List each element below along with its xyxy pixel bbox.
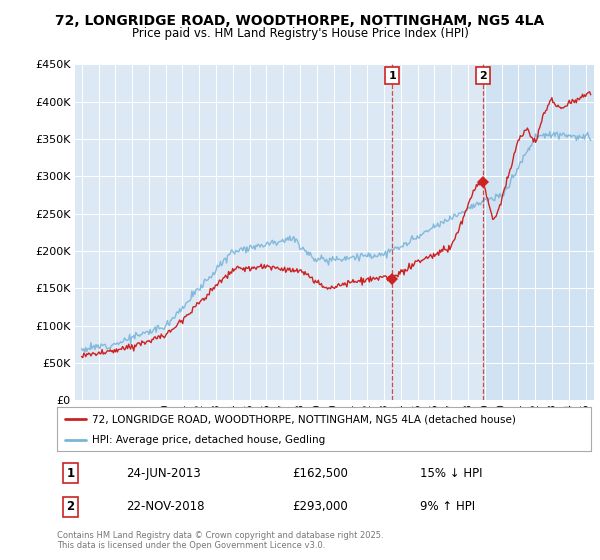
Text: Contains HM Land Registry data © Crown copyright and database right 2025.
This d: Contains HM Land Registry data © Crown c… xyxy=(57,531,383,550)
Text: 15% ↓ HPI: 15% ↓ HPI xyxy=(420,466,482,480)
Text: 1: 1 xyxy=(388,71,396,81)
Text: £293,000: £293,000 xyxy=(292,500,348,514)
Text: 72, LONGRIDGE ROAD, WOODTHORPE, NOTTINGHAM, NG5 4LA (detached house): 72, LONGRIDGE ROAD, WOODTHORPE, NOTTINGH… xyxy=(92,414,515,424)
Text: £162,500: £162,500 xyxy=(292,466,348,480)
Text: 9% ↑ HPI: 9% ↑ HPI xyxy=(420,500,475,514)
Text: 72, LONGRIDGE ROAD, WOODTHORPE, NOTTINGHAM, NG5 4LA: 72, LONGRIDGE ROAD, WOODTHORPE, NOTTINGH… xyxy=(55,14,545,28)
Text: 1: 1 xyxy=(66,466,74,480)
Text: 24-JUN-2013: 24-JUN-2013 xyxy=(127,466,201,480)
Text: 2: 2 xyxy=(479,71,487,81)
Text: 22-NOV-2018: 22-NOV-2018 xyxy=(127,500,205,514)
Text: Price paid vs. HM Land Registry's House Price Index (HPI): Price paid vs. HM Land Registry's House … xyxy=(131,27,469,40)
Text: 2: 2 xyxy=(66,500,74,514)
Bar xyxy=(483,64,594,400)
Text: HPI: Average price, detached house, Gedling: HPI: Average price, detached house, Gedl… xyxy=(92,435,325,445)
